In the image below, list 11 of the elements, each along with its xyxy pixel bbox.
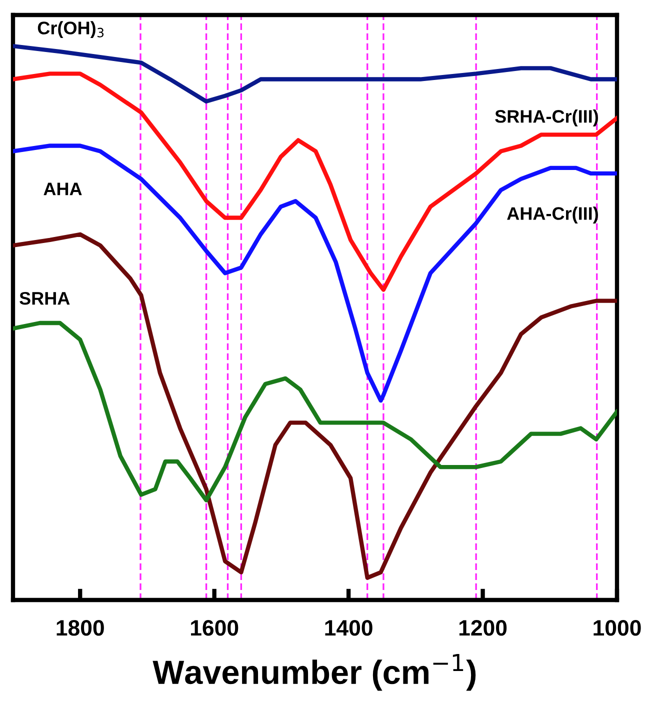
x-tick-label: 1600 bbox=[191, 620, 238, 636]
x-axis-title: Wavenumber (cm$^{−1}$) bbox=[152, 654, 476, 691]
series-label: Cr(OH)$_{3}$ bbox=[38, 21, 104, 38]
x-tick-label: 1000 bbox=[594, 620, 641, 636]
x-tick-label: 1800 bbox=[56, 620, 104, 636]
series-label: AHA-Cr(III) bbox=[507, 206, 598, 224]
x-tick-label: 1400 bbox=[325, 620, 372, 636]
x-tick-label: 1200 bbox=[459, 620, 507, 636]
series-label: SRHA bbox=[20, 292, 70, 305]
text: AHA bbox=[44, 182, 82, 196]
series-label: SRHA-Cr(III) bbox=[495, 110, 598, 126]
